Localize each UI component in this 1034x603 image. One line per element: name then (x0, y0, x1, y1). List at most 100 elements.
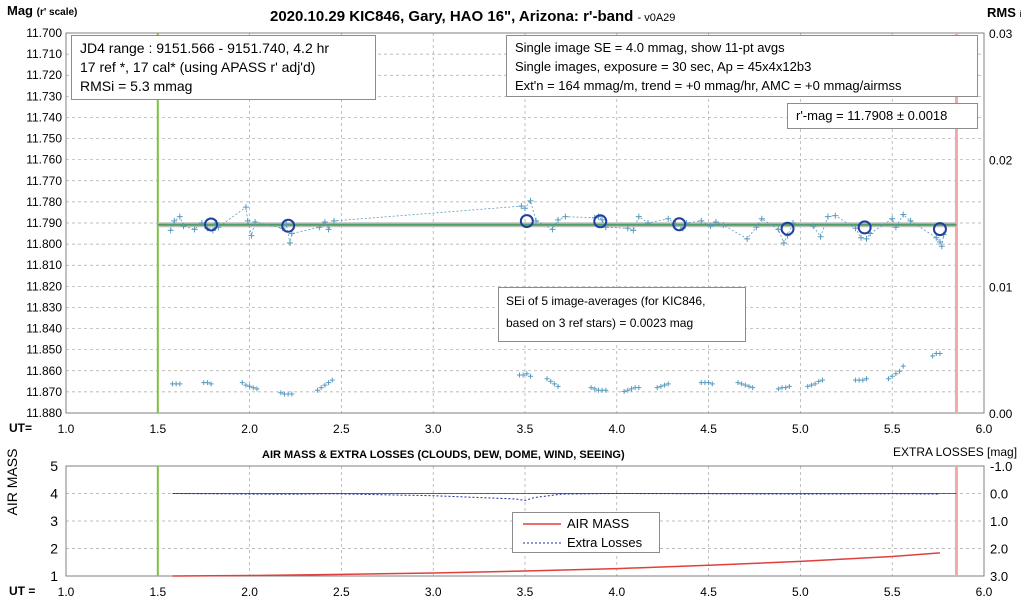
sei-line-2: based on 3 ref stars) = 0.0023 mag (506, 316, 694, 330)
rmsi-point (735, 380, 741, 386)
single-image-point (824, 213, 831, 220)
average-point (672, 217, 687, 232)
single-image-point (810, 223, 817, 230)
single-image-point (624, 225, 631, 232)
single-image-point (852, 225, 859, 232)
main-x-tick-label: 5.0 (792, 422, 809, 436)
main-y-tick-label: 11.860 (26, 364, 62, 378)
rmsi-point (528, 373, 534, 379)
sub-y-tick-label: 2 (50, 541, 58, 557)
rmsi-point (621, 388, 627, 394)
main-y-tick-label: 11.710 (26, 47, 62, 61)
main-x-tick-label: 1.0 (58, 422, 75, 436)
rmsi-point (742, 382, 748, 388)
single-image-point (936, 239, 943, 245)
sub-x-tick-label: 2.0 (241, 585, 258, 599)
rmsi-line: RMSi = 5.3 mmag (80, 78, 193, 94)
rmsi-point (706, 380, 712, 386)
single-image-point (889, 215, 896, 222)
rmsi-point (289, 391, 295, 397)
extra-losses-axis-label: EXTRA LOSSES [mag] (893, 445, 1018, 459)
single-image-point (832, 212, 839, 219)
rmsi-point (315, 387, 321, 393)
rmsi-point (662, 382, 668, 388)
single-image-point (549, 226, 556, 233)
single-image-point (599, 216, 606, 223)
sub-x-axis-prefix: UT = (9, 584, 36, 598)
rmsi-point (628, 386, 634, 392)
rmag-value: r'-mag = 11.7908 ± 0.0018 (796, 108, 948, 123)
average-point (593, 214, 608, 229)
main-y-tick-label: 11.700 (26, 26, 62, 40)
main-x-tick-label: 3.5 (517, 422, 534, 436)
rmsi-point (318, 385, 324, 391)
sub-y2-tick-label: 2.0 (990, 542, 1008, 557)
airmass-axis-label: AIR MASS (4, 448, 20, 516)
rmsi-point (278, 390, 284, 396)
rmsi-point (204, 380, 210, 386)
main-x-tick-label: 2.5 (333, 422, 350, 436)
single-image-point (518, 203, 525, 210)
y2-axis-label: RMS i (987, 5, 1022, 20)
rmsi-point (893, 371, 899, 377)
main-y-tick-label: 11.870 (26, 385, 62, 399)
rmsi-point (544, 376, 550, 382)
single-image-point (907, 217, 914, 224)
single-image-point (171, 217, 178, 224)
single-image-point (707, 223, 714, 230)
rmsi-point (819, 377, 825, 383)
rmsi-point (775, 386, 781, 392)
rmsi-point (520, 372, 526, 378)
single-image-point (191, 226, 198, 233)
single-image-point (863, 235, 870, 242)
sub-y2-tick-label: 3.0 (990, 569, 1008, 584)
rmsi-point (254, 386, 260, 392)
rmsi-point (177, 381, 183, 387)
rmsi-point (326, 380, 332, 386)
average-point (932, 222, 947, 237)
legend-airmass-label: AIR MASS (567, 516, 630, 531)
rmsi-point (524, 371, 530, 377)
sub-y-tick-label: 5 (50, 458, 58, 474)
sub-y-tick-label: 1 (50, 568, 58, 584)
single-image-point (176, 213, 183, 220)
sub-x-tick-label: 1.5 (149, 585, 166, 599)
rmsi-point (588, 385, 594, 391)
rmsi-point (625, 387, 631, 393)
single-image-se-line: Single image SE = 4.0 mmag, show 11-pt a… (515, 40, 785, 55)
main-x-tick-label: 6.0 (976, 422, 993, 436)
rmsi-point (665, 381, 671, 387)
observation-info-box: Single image SE = 4.0 mmag, show 11-pt a… (506, 35, 978, 97)
main-plot-frame (65, 32, 985, 414)
main-y-tick-label: 11.720 (26, 68, 62, 82)
main-y-tick-label: 11.830 (26, 300, 62, 314)
main-y-tick-label: 11.770 (26, 174, 62, 188)
single-image-point (198, 220, 205, 226)
average-point (519, 214, 534, 229)
single-image-point (180, 223, 187, 230)
single-image-point (758, 215, 765, 222)
sub-y-tick-label: 4 (50, 486, 58, 502)
rmsi-point (654, 385, 660, 391)
rmsi-point (805, 383, 811, 389)
rmsi-point (329, 377, 335, 383)
rmsi-point (243, 382, 249, 388)
average-point (204, 217, 219, 232)
legend-extra-losses-label: Extra Losses (567, 535, 643, 550)
rmsi-point (250, 385, 256, 391)
rmsi-point (930, 353, 936, 359)
main-y-tick-label: 11.850 (26, 343, 62, 357)
main-y-tick-label: 11.760 (26, 153, 62, 167)
main-y-tick-label: 11.840 (26, 322, 62, 336)
sub-x-tick-label: 2.5 (333, 585, 350, 599)
rmsi-point (863, 376, 869, 382)
single-image-point (283, 221, 290, 228)
main-y-tick-label: 11.730 (26, 89, 62, 103)
air-mass-line (172, 552, 940, 577)
single-image-point (527, 197, 534, 204)
rmsi-point (555, 383, 561, 389)
single-image-point (522, 205, 528, 212)
sub-x-tick-label: 3.0 (425, 585, 442, 599)
single-image-point (857, 234, 864, 241)
airmass-chart-title: AIR MASS & EXTRA LOSSES (CLOUDS, DEW, DO… (262, 449, 625, 461)
